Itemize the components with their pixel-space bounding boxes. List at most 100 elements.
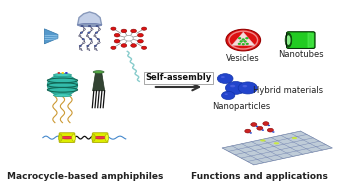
Ellipse shape <box>81 25 83 27</box>
Ellipse shape <box>272 131 275 133</box>
Ellipse shape <box>292 137 297 139</box>
Ellipse shape <box>94 35 96 37</box>
Ellipse shape <box>226 29 261 51</box>
Ellipse shape <box>124 35 133 41</box>
Ellipse shape <box>245 129 251 133</box>
Ellipse shape <box>105 134 108 141</box>
Ellipse shape <box>141 27 147 30</box>
Ellipse shape <box>274 142 279 144</box>
Ellipse shape <box>131 29 137 33</box>
Ellipse shape <box>61 72 64 74</box>
Ellipse shape <box>96 25 98 27</box>
Polygon shape <box>93 72 105 91</box>
Ellipse shape <box>225 82 246 94</box>
Ellipse shape <box>238 37 241 39</box>
Polygon shape <box>44 29 58 44</box>
Ellipse shape <box>238 43 241 45</box>
Ellipse shape <box>131 44 137 47</box>
Ellipse shape <box>245 37 248 39</box>
Ellipse shape <box>138 40 143 43</box>
Ellipse shape <box>240 41 242 42</box>
Ellipse shape <box>90 42 93 43</box>
Text: Self-assembly: Self-assembly <box>145 73 212 82</box>
Ellipse shape <box>141 46 147 49</box>
Ellipse shape <box>121 44 127 47</box>
Ellipse shape <box>97 39 100 40</box>
Ellipse shape <box>82 39 84 40</box>
Ellipse shape <box>79 35 81 37</box>
Polygon shape <box>78 12 102 25</box>
Ellipse shape <box>59 134 62 141</box>
Ellipse shape <box>217 74 233 83</box>
Ellipse shape <box>78 23 102 27</box>
Ellipse shape <box>86 35 88 37</box>
Ellipse shape <box>94 136 107 139</box>
Ellipse shape <box>121 29 127 33</box>
Ellipse shape <box>230 85 235 87</box>
Ellipse shape <box>238 82 257 94</box>
Polygon shape <box>222 131 332 165</box>
Ellipse shape <box>83 42 85 43</box>
Ellipse shape <box>285 33 292 47</box>
Ellipse shape <box>246 43 248 45</box>
Text: Hybrid materials: Hybrid materials <box>253 86 323 95</box>
Ellipse shape <box>95 48 97 50</box>
Polygon shape <box>308 33 313 47</box>
Ellipse shape <box>242 43 245 45</box>
Text: Nanoparticles: Nanoparticles <box>212 102 270 111</box>
Ellipse shape <box>79 48 82 50</box>
FancyBboxPatch shape <box>59 133 75 143</box>
Ellipse shape <box>244 41 246 42</box>
Ellipse shape <box>98 42 100 43</box>
Ellipse shape <box>250 132 252 134</box>
Text: Macrocycle-based amphiphiles: Macrocycle-based amphiphiles <box>7 172 163 181</box>
FancyArrowPatch shape <box>156 84 199 90</box>
Ellipse shape <box>94 45 97 47</box>
Ellipse shape <box>95 32 98 33</box>
Polygon shape <box>232 32 255 45</box>
Ellipse shape <box>262 129 264 131</box>
Ellipse shape <box>222 91 235 100</box>
Ellipse shape <box>242 39 245 40</box>
Ellipse shape <box>267 128 273 132</box>
Ellipse shape <box>47 75 78 95</box>
Ellipse shape <box>93 71 104 73</box>
Ellipse shape <box>92 134 95 141</box>
Ellipse shape <box>286 35 291 45</box>
Text: Functions and applications: Functions and applications <box>192 172 328 181</box>
Ellipse shape <box>260 139 265 142</box>
Ellipse shape <box>87 45 89 47</box>
Ellipse shape <box>242 85 247 87</box>
FancyBboxPatch shape <box>92 133 108 143</box>
Ellipse shape <box>54 74 72 77</box>
Ellipse shape <box>111 27 116 30</box>
Ellipse shape <box>54 94 72 97</box>
Ellipse shape <box>257 126 263 130</box>
Ellipse shape <box>221 76 225 78</box>
Ellipse shape <box>60 136 74 139</box>
Ellipse shape <box>138 33 143 37</box>
Ellipse shape <box>268 125 270 126</box>
Ellipse shape <box>79 45 81 47</box>
Ellipse shape <box>263 122 269 125</box>
FancyBboxPatch shape <box>287 32 315 48</box>
Ellipse shape <box>65 72 68 74</box>
Ellipse shape <box>88 25 91 27</box>
Ellipse shape <box>98 29 101 30</box>
Ellipse shape <box>114 33 120 37</box>
Ellipse shape <box>111 46 116 49</box>
Ellipse shape <box>114 40 120 43</box>
Ellipse shape <box>80 32 83 33</box>
Ellipse shape <box>72 134 75 141</box>
Text: Nanotubes: Nanotubes <box>278 50 323 59</box>
Ellipse shape <box>89 39 92 40</box>
Ellipse shape <box>224 93 228 95</box>
Ellipse shape <box>91 29 93 30</box>
Ellipse shape <box>83 29 86 30</box>
Ellipse shape <box>88 32 90 33</box>
Text: Vesicles: Vesicles <box>226 54 260 63</box>
Ellipse shape <box>87 48 89 50</box>
Ellipse shape <box>251 123 257 126</box>
Ellipse shape <box>256 126 258 127</box>
Ellipse shape <box>58 72 60 74</box>
